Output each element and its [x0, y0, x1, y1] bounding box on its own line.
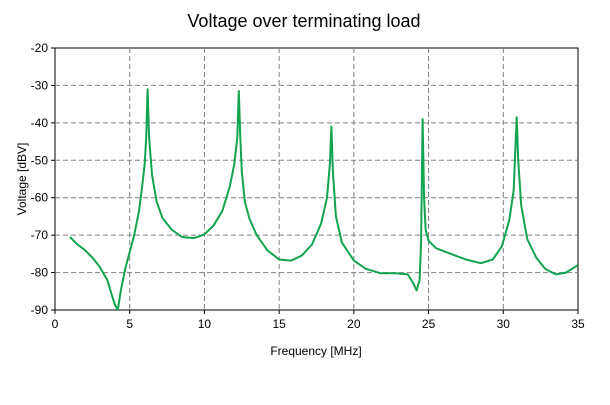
- y-tick-label: -40: [31, 116, 49, 130]
- y-axis-ticks: -20 -30 -40 -50 -60 -70 -80 -90: [31, 41, 55, 317]
- x-tick-label: 35: [571, 317, 585, 331]
- grid: [55, 48, 578, 310]
- y-tick-label: -60: [31, 191, 49, 205]
- y-tick-label: -90: [31, 303, 49, 317]
- series-line-0: [69, 88, 578, 310]
- x-axis-ticks: 0 5 10 15 20 25 30 35: [52, 310, 585, 331]
- y-tick-label: -80: [31, 266, 49, 280]
- chart-title: Voltage over terminating load: [187, 11, 420, 31]
- series-group: [69, 88, 578, 310]
- y-axis-label: Voltage [dBV]: [15, 143, 29, 216]
- y-tick-label: -20: [31, 41, 49, 55]
- y-tick-label: -30: [31, 78, 49, 92]
- x-tick-label: 5: [126, 317, 133, 331]
- x-tick-label: 10: [198, 317, 212, 331]
- y-tick-label: -50: [31, 153, 49, 167]
- plot-area: [54, 47, 579, 311]
- x-tick-label: 30: [497, 317, 511, 331]
- y-tick-label: -70: [31, 228, 49, 242]
- x-tick-label: 0: [52, 317, 59, 331]
- x-tick-label: 20: [347, 317, 361, 331]
- x-axis-label: Frequency [MHz]: [270, 344, 361, 358]
- x-tick-label: 25: [422, 317, 436, 331]
- x-tick-label: 15: [272, 317, 286, 331]
